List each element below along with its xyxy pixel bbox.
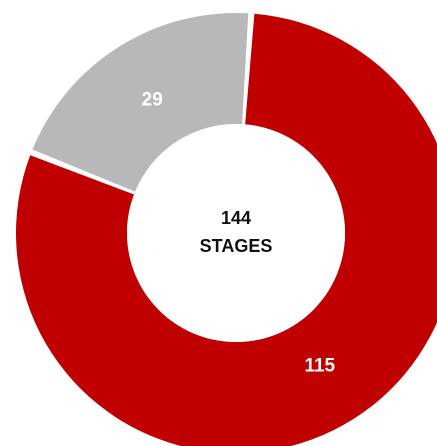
slice-value-label-29: 29 xyxy=(142,90,163,111)
donut-slice-115 xyxy=(16,13,437,446)
center-total-label: 144 xyxy=(221,208,251,228)
center-unit-label: STAGES xyxy=(200,236,273,256)
donut-hole xyxy=(127,124,345,342)
donut-slices xyxy=(16,13,437,446)
donut-slice-29 xyxy=(32,13,249,192)
slice-value-label-115: 115 xyxy=(304,355,335,376)
donut-value-labels: 115 29 xyxy=(142,90,336,377)
